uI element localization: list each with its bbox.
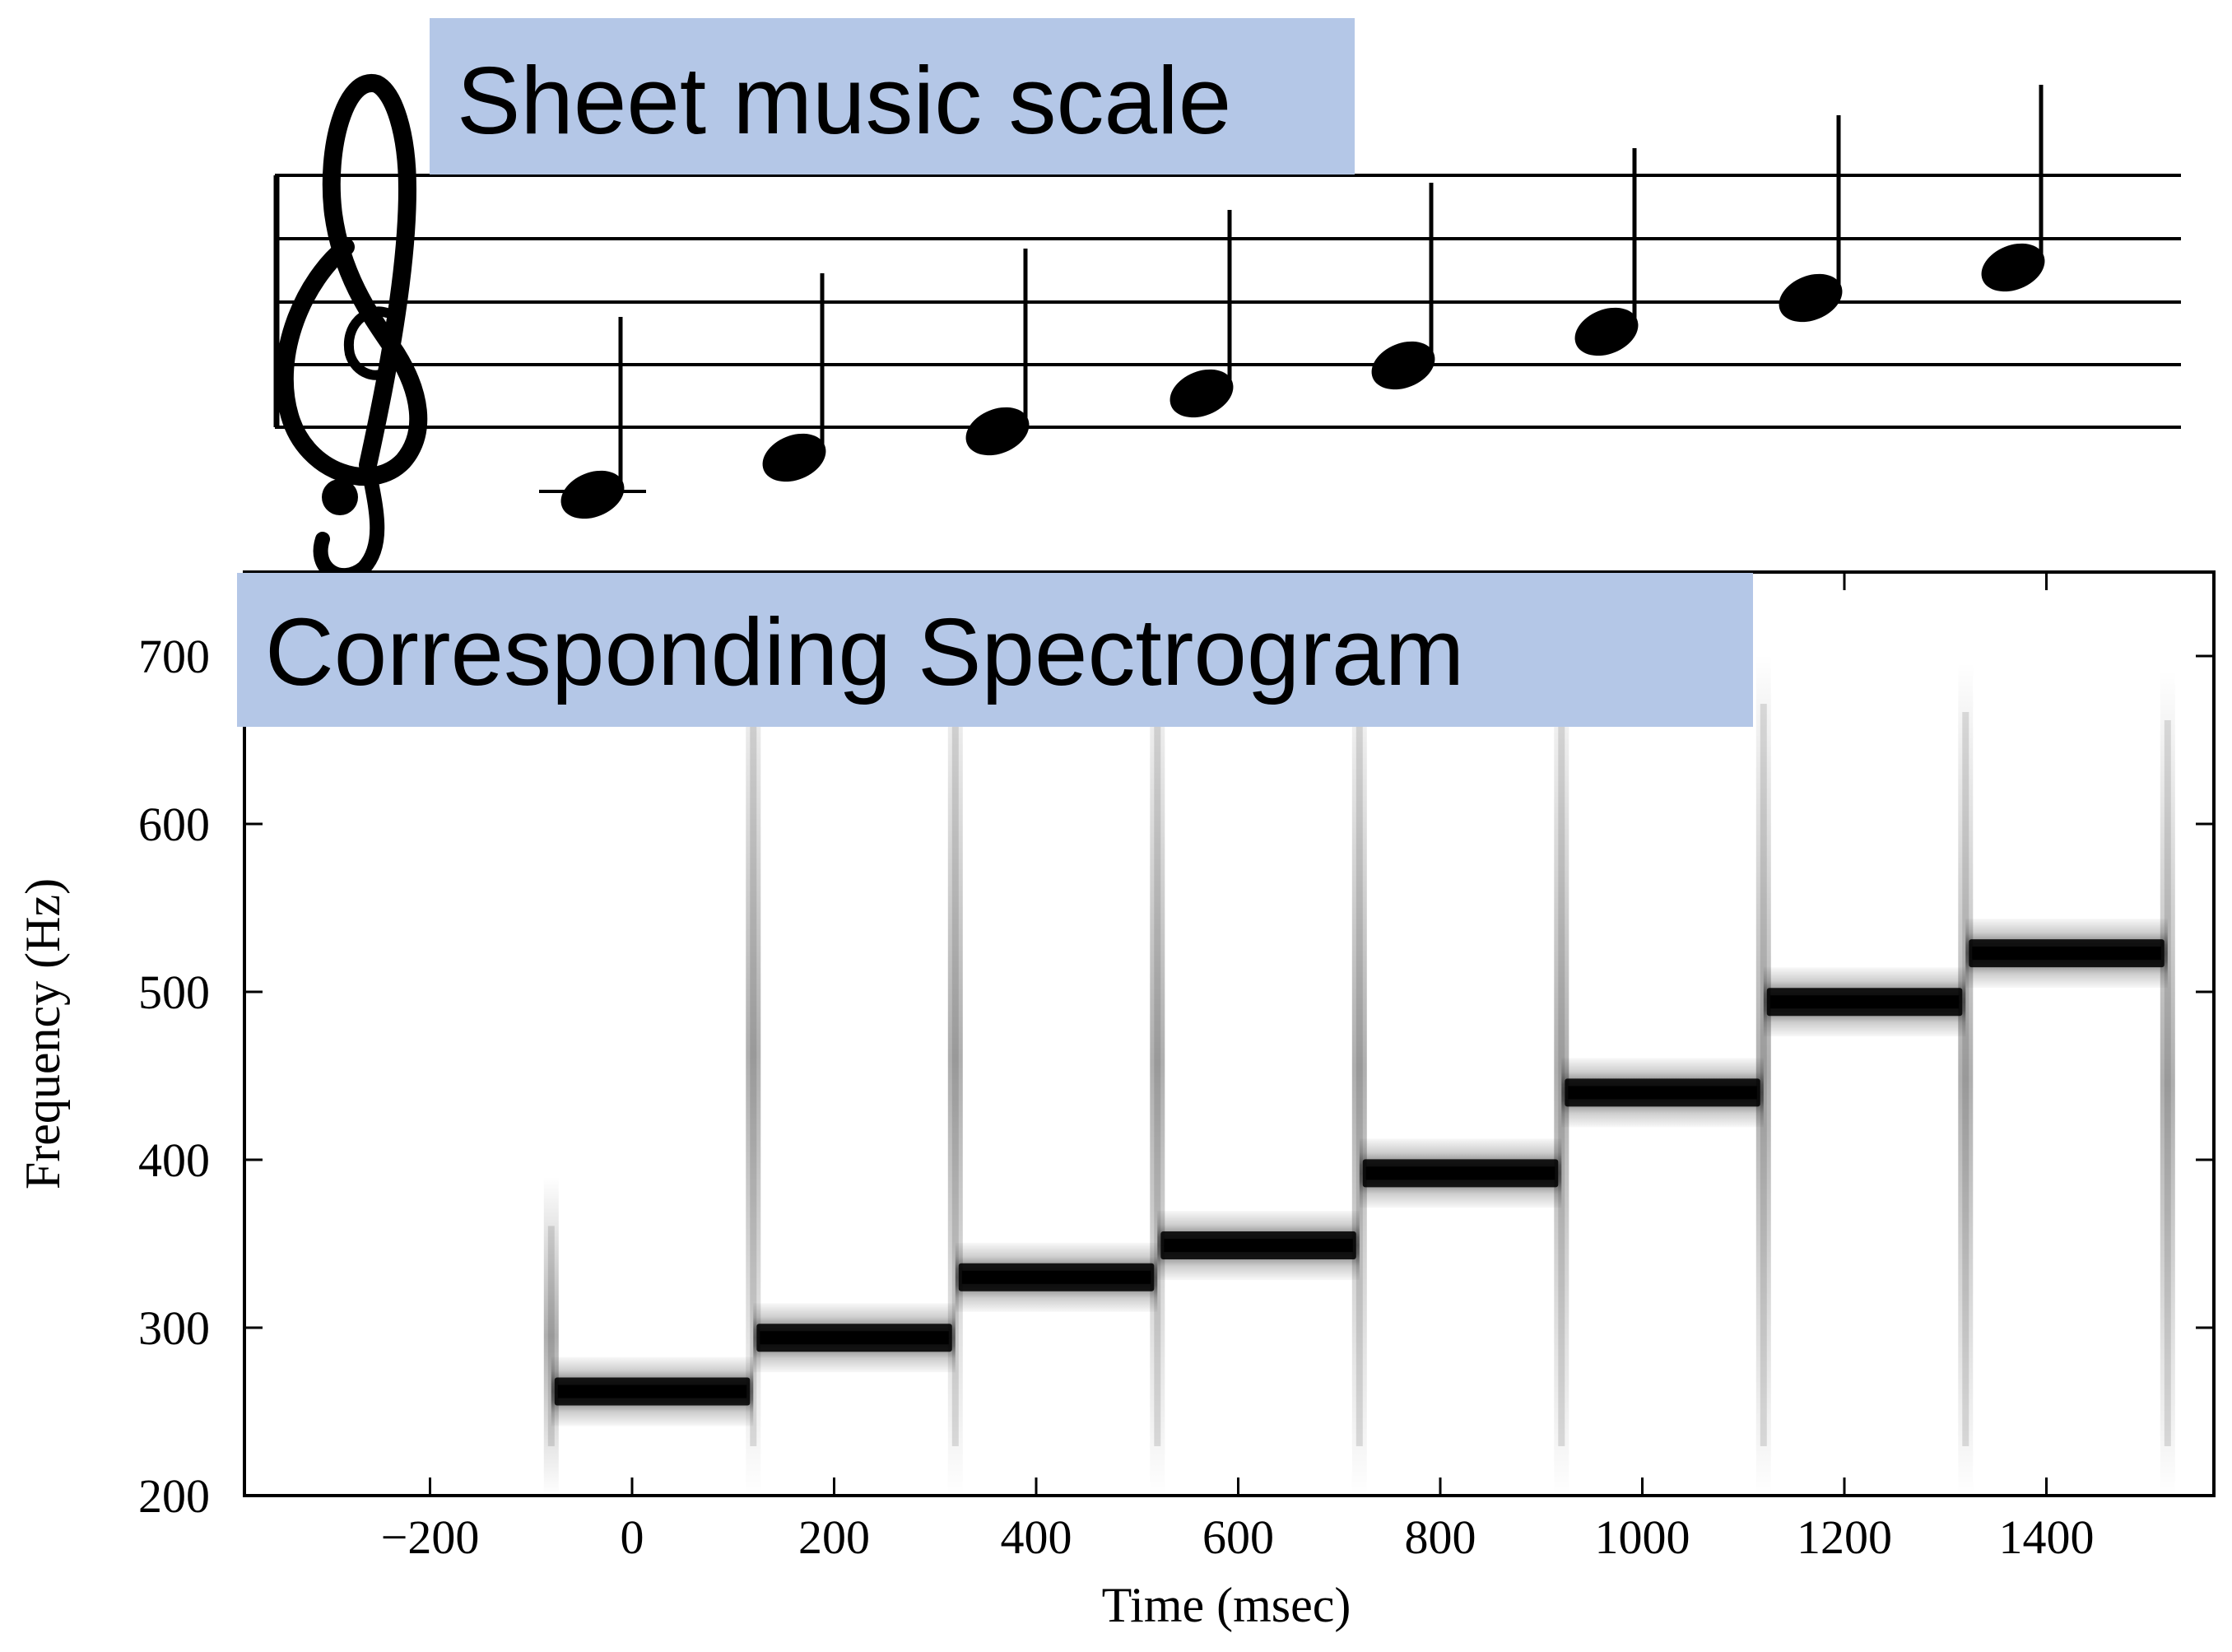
x-tick-label: 800: [1405, 1510, 1476, 1564]
treble-clef-icon: [275, 74, 428, 584]
y-tick-label: 500: [138, 966, 210, 1019]
x-tick-label: −200: [381, 1510, 480, 1564]
y-tick-label: 400: [138, 1133, 210, 1187]
note-band-core: [961, 1270, 1151, 1284]
note-band-core: [1164, 1239, 1353, 1253]
onset-transient: [746, 613, 761, 1496]
note-band-core: [557, 1384, 747, 1398]
y-axis-label: Frequency (Hz): [16, 878, 70, 1189]
onset-transient-core: [750, 663, 757, 1446]
x-tick-label: 400: [1001, 1510, 1072, 1564]
x-tick-label: 200: [798, 1510, 870, 1564]
y-tick-label: 200: [138, 1469, 210, 1523]
sheet-music-title: Sheet music scale: [457, 47, 1231, 154]
note-g4: [1371, 183, 1435, 390]
x-tick-label: 1200: [1797, 1510, 1892, 1564]
note-band-core: [1972, 947, 2161, 961]
onset-transient-core: [1962, 712, 1969, 1446]
onset-transient-core: [1154, 679, 1161, 1446]
spectrogram: −200 0 200 400 600 800 1000 1200 1400 200 300 400 5…: [16, 570, 2216, 1632]
onset-transient: [2160, 671, 2175, 1496]
onset-transient-core: [547, 1226, 555, 1446]
x-axis-ticks: −200 0 200 400 600 800 1000 1200 1400: [381, 572, 2095, 1564]
spectrogram-banner: Corresponding Spectrogram: [237, 573, 1753, 727]
spectrogram-title: Corresponding Spectrogram: [265, 598, 1464, 705]
y-tick-label: 600: [138, 798, 210, 851]
note-b4: [1779, 115, 1843, 323]
y-tick-label: 300: [138, 1301, 210, 1355]
note-band-core: [1365, 1166, 1555, 1180]
x-axis-label: Time (msec): [1102, 1578, 1351, 1632]
note-band-core: [760, 1331, 949, 1345]
note-band-core: [1568, 1086, 1757, 1100]
onset-transient-core: [2164, 720, 2171, 1446]
note-c4: [539, 317, 646, 519]
x-tick-label: 600: [1202, 1510, 1274, 1564]
note-a4: [1574, 148, 1639, 356]
onset-transient-core: [1355, 687, 1363, 1446]
scale-notes: [539, 85, 2045, 519]
sheet-music: Sheet music scale: [273, 18, 2181, 584]
note-f4: [1169, 210, 1234, 418]
x-tick-label: 1400: [1999, 1510, 2095, 1564]
sheet-music-banner: Sheet music scale: [430, 18, 1355, 175]
y-axis-ticks: 200 300 400 500 600 700: [138, 630, 2214, 1523]
note-bands: [551, 919, 2168, 1426]
onset-transient: [1351, 638, 1367, 1496]
note-e4: [965, 249, 1030, 456]
onset-transient: [1958, 663, 1974, 1496]
y-tick-label: 700: [138, 630, 210, 683]
onset-transient-core: [951, 671, 959, 1446]
x-tick-label: 0: [621, 1510, 644, 1564]
x-tick-label: 1000: [1595, 1510, 1690, 1564]
note-c5: [1981, 85, 2045, 292]
note-band-core: [1769, 995, 1960, 1009]
note-d4: [762, 273, 826, 482]
